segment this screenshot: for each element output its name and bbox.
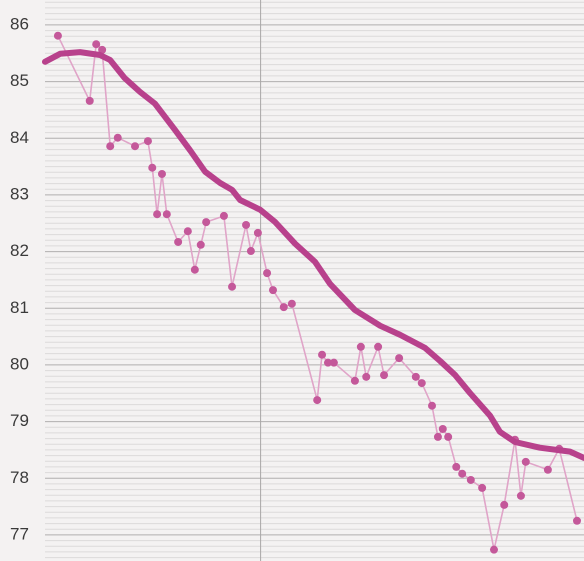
y-tick-label: 86 — [10, 14, 29, 33]
data-point — [157, 169, 166, 178]
data-point — [162, 210, 171, 219]
data-point — [323, 358, 332, 367]
data-point — [219, 211, 228, 220]
data-point — [287, 299, 296, 308]
y-tick-label: 79 — [10, 411, 29, 430]
data-point — [428, 401, 437, 410]
data-point — [174, 237, 183, 246]
data-point — [143, 137, 152, 146]
data-point — [106, 142, 115, 151]
data-point — [329, 358, 338, 367]
data-point — [53, 31, 62, 40]
data-point — [92, 40, 101, 49]
y-tick-label: 82 — [10, 241, 29, 260]
data-point — [444, 432, 453, 441]
data-point — [313, 396, 322, 405]
data-point — [202, 218, 211, 227]
data-point — [113, 133, 122, 142]
data-point — [466, 475, 475, 484]
data-point — [438, 424, 447, 433]
data-point — [228, 282, 237, 291]
data-point — [190, 265, 199, 274]
data-point — [148, 163, 157, 172]
data-point — [279, 303, 288, 312]
data-point — [253, 228, 262, 237]
data-point — [131, 142, 140, 151]
trend-line — [42, 49, 584, 461]
data-point — [246, 247, 255, 256]
data-point — [98, 45, 107, 54]
y-tick-label: 80 — [10, 354, 29, 373]
data-point — [417, 379, 426, 388]
data-point — [433, 432, 442, 441]
data-point — [395, 354, 404, 363]
data-point — [572, 516, 581, 525]
y-tick-label: 81 — [10, 298, 29, 317]
data-point — [263, 269, 272, 278]
data-point — [380, 371, 389, 380]
data-point — [500, 500, 509, 509]
data-point — [362, 372, 371, 381]
data-point — [489, 545, 498, 554]
data-point — [543, 465, 552, 474]
data-point — [183, 227, 192, 236]
y-tick-label: 83 — [10, 184, 29, 203]
data-point — [521, 457, 530, 466]
data-point — [356, 342, 365, 351]
data-point — [268, 286, 277, 295]
data-point — [318, 350, 327, 359]
y-tick-label: 85 — [10, 71, 29, 90]
data-point — [478, 483, 487, 492]
data-point — [153, 210, 162, 219]
y-tick-label: 77 — [10, 524, 29, 543]
data-point — [411, 372, 420, 381]
y-tick-label: 78 — [10, 468, 29, 487]
data-point — [196, 240, 205, 249]
data-point — [452, 462, 461, 471]
data-point — [85, 96, 94, 105]
data-point — [350, 376, 359, 385]
data-point — [516, 491, 525, 500]
data-point — [374, 342, 383, 351]
y-tick-label: 84 — [10, 128, 29, 147]
data-point — [242, 220, 251, 229]
data-point — [458, 469, 467, 478]
